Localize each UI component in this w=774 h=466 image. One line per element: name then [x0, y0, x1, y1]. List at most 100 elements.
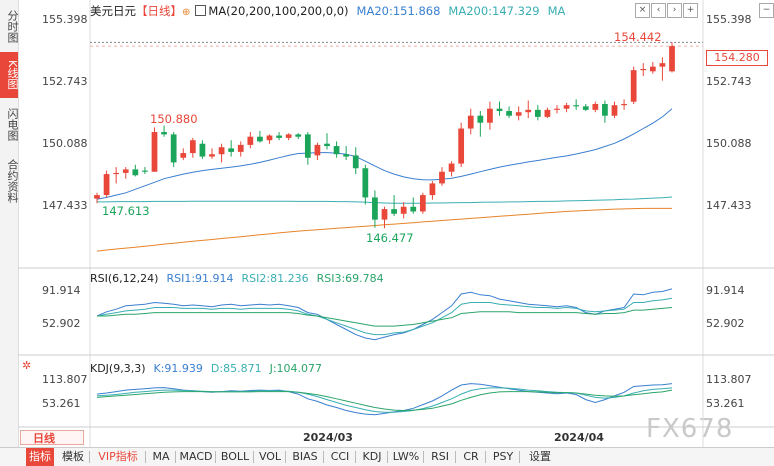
toolbar-tab[interactable]: 模板: [62, 450, 84, 463]
candle-body: [314, 144, 321, 156]
candle-body: [352, 155, 359, 169]
rsi-legend: RSI(6,12,24) RSI1:91.914 RSI2:81.236 RSI3:6…: [90, 272, 384, 285]
next-icon[interactable]: ›: [667, 3, 682, 18]
rsi3-line: [97, 307, 673, 327]
candle-body: [506, 111, 512, 116]
candlesticks: [94, 42, 675, 229]
gear-icon[interactable]: ✲: [22, 359, 32, 372]
toolbar-separator: [253, 451, 254, 463]
toolbar-tab[interactable]: 设置: [529, 450, 551, 463]
right-price-tick: 155.398: [706, 13, 752, 26]
tab-timeshare[interactable]: 分时图: [6, 9, 19, 43]
candle-body: [439, 171, 445, 184]
candle-body: [304, 134, 311, 158]
candle-body: [381, 209, 388, 220]
ma-params: MA(20,200,100,200,0,0): [208, 4, 349, 18]
toolbar-tab[interactable]: BIAS: [292, 450, 318, 463]
toolbar-separator: [323, 451, 324, 463]
prev-icon[interactable]: ‹: [651, 3, 666, 18]
low-annotation: 146.477: [366, 231, 414, 245]
toolbar-separator: [175, 451, 176, 463]
candle-body: [419, 195, 426, 212]
candle-body: [151, 132, 158, 172]
toolbar-tab[interactable]: 指标: [26, 448, 54, 466]
tab-flash[interactable]: 闪电图: [6, 107, 19, 141]
rsi-right-tick: 91.914: [706, 284, 745, 297]
candle-body: [496, 108, 503, 112]
candle-body: [103, 174, 110, 196]
candle-body: [621, 104, 627, 106]
toolbar-tab[interactable]: RSI: [431, 450, 449, 463]
toolbar-tab[interactable]: LW%: [392, 450, 420, 463]
toolbar-tab[interactable]: MA: [152, 450, 170, 463]
toolbar-tab[interactable]: CCI: [330, 450, 350, 463]
zoom-in-icon[interactable]: +: [683, 3, 698, 18]
candle-body: [544, 109, 551, 117]
candle-body: [142, 170, 148, 172]
date-tick: 2024/04: [554, 431, 604, 444]
candle-body: [372, 197, 378, 220]
period-label[interactable]: 【日线】: [136, 4, 182, 18]
rsi3-value: RSI3:69.784: [316, 272, 384, 285]
toolbar-tab[interactable]: PSY: [492, 450, 514, 463]
kdj-left-tick: 53.261: [42, 397, 81, 410]
candle-body: [669, 46, 675, 72]
candle-body: [554, 108, 560, 110]
kdj-d-value: D:85.871: [210, 362, 262, 375]
candle-body: [333, 146, 340, 155]
ma-legend: 美元日元【日线】⊕ MA(20,200,100,200,0,0) MA20:151.…: [90, 3, 565, 19]
chart-grid: [18, 0, 774, 447]
toolbar-separator: [355, 451, 356, 463]
candle-body: [247, 136, 254, 145]
symbol-name: 美元日元: [90, 4, 136, 18]
candle-body: [391, 209, 397, 214]
toolbar-tab[interactable]: KDJ: [362, 450, 382, 463]
toolbar-separator: [285, 451, 286, 463]
candle-body: [410, 206, 417, 212]
ma-lines: [96, 108, 673, 252]
candle-body: [592, 104, 599, 110]
ma-icon: [195, 5, 207, 16]
rsi-left-tick: 91.914: [42, 284, 81, 297]
candle-body: [324, 143, 330, 147]
kdj-k-line: [96, 383, 673, 416]
kdj-right-tick: 113.807: [706, 373, 752, 386]
candle-body: [362, 168, 369, 198]
chart-canvas[interactable]: [0, 0, 774, 447]
tab-contract-info[interactable]: 合约资料: [6, 159, 19, 203]
candle-body: [170, 134, 177, 163]
ma200-value: MA200:147.329: [448, 4, 540, 18]
candle-body: [659, 63, 666, 67]
toolbar-tab[interactable]: MACD: [179, 450, 213, 463]
candle-body: [582, 106, 589, 110]
kdj-legend: KDJ(9,3,3) K:91.939 D:85.871 J:104.077: [90, 362, 322, 375]
candle-body: [218, 147, 225, 155]
toolbar-tab[interactable]: BOLL: [220, 450, 250, 463]
close-icon[interactable]: ×: [635, 3, 650, 18]
kdj-left-tick: 113.807: [42, 373, 88, 386]
settings-icon[interactable]: ⊕: [182, 7, 191, 18]
rsi2-line: [96, 297, 673, 336]
rsi-right-tick: 52.902: [706, 317, 745, 330]
candle-body: [563, 105, 570, 109]
toolbar-tab[interactable]: CR: [463, 450, 479, 463]
candle-body: [276, 135, 282, 138]
candle-body: [630, 70, 637, 102]
rsi2-value: RSI2:81.236: [241, 272, 309, 285]
candle-body: [525, 109, 532, 113]
ma20-line: [96, 108, 673, 200]
period-button[interactable]: 日线: [20, 430, 84, 445]
high-annotation: 154.442: [614, 30, 662, 44]
kdj-title: KDJ(9,3,3): [90, 362, 146, 375]
candle-body: [237, 144, 244, 152]
date-tick: 2024/03: [303, 431, 353, 444]
candle-body: [132, 169, 139, 176]
candle-body: [266, 135, 273, 141]
tab-kline[interactable]: K线图: [0, 52, 19, 98]
candle-body: [573, 105, 580, 107]
toolbar-tab[interactable]: VIP指标: [98, 450, 138, 463]
toolbar-tab[interactable]: VOL: [258, 450, 282, 463]
toolbar-separator: [423, 451, 424, 463]
candle-body: [477, 115, 484, 123]
toolbar-separator: [145, 451, 146, 463]
